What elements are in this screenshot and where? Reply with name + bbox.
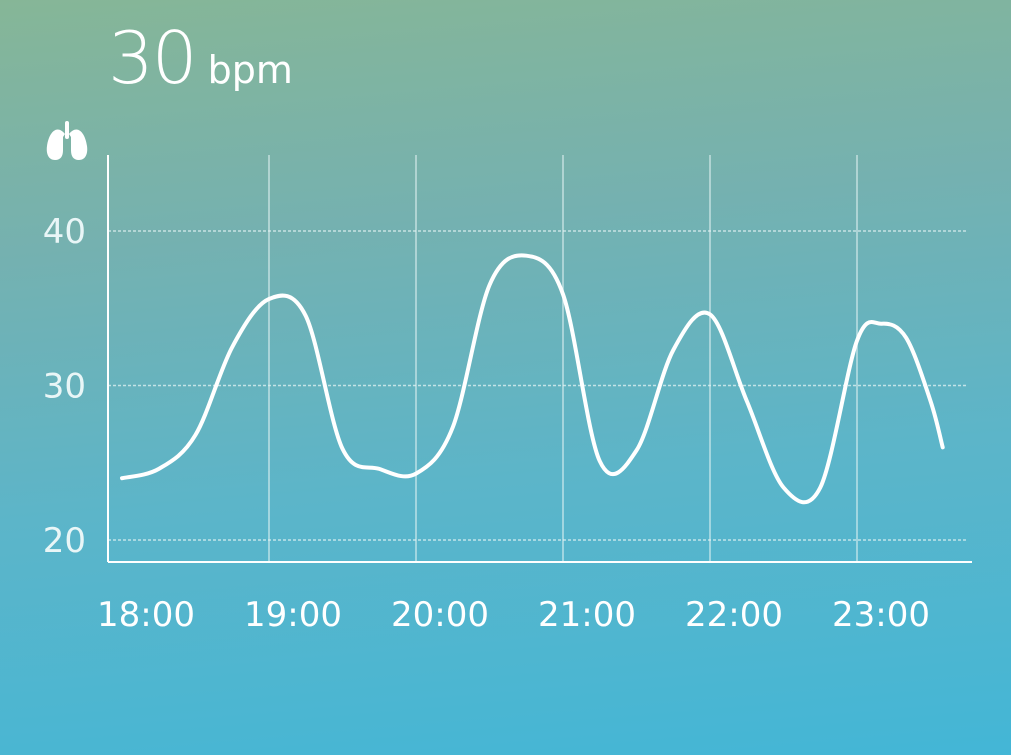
reading-unit: bpm — [207, 48, 293, 92]
y-tick-label: 20 — [43, 521, 86, 561]
y-tick-label: 30 — [43, 367, 86, 407]
x-tick-label: 18:00 — [97, 595, 195, 635]
x-tick-label: 22:00 — [685, 595, 783, 635]
series-line — [120, 253, 945, 505]
horizontal-gridlines — [108, 230, 968, 541]
x-tick-label: 19:00 — [244, 595, 342, 635]
x-tick-labels: 18:00 19:00 20:00 21:00 22:00 23:00 — [97, 595, 930, 635]
data-points — [120, 254, 945, 490]
y-tick-labels: 20 30 40 — [43, 212, 86, 561]
x-tick-label: 21:00 — [538, 595, 636, 635]
vertical-gridlines — [268, 155, 858, 562]
lungs-icon — [46, 121, 88, 160]
y-tick-label: 40 — [43, 212, 86, 252]
reading-value: 30 — [108, 16, 198, 100]
current-reading: 30 bpm — [108, 22, 293, 94]
x-tick-label: 23:00 — [832, 595, 930, 635]
x-tick-label: 20:00 — [391, 595, 489, 635]
